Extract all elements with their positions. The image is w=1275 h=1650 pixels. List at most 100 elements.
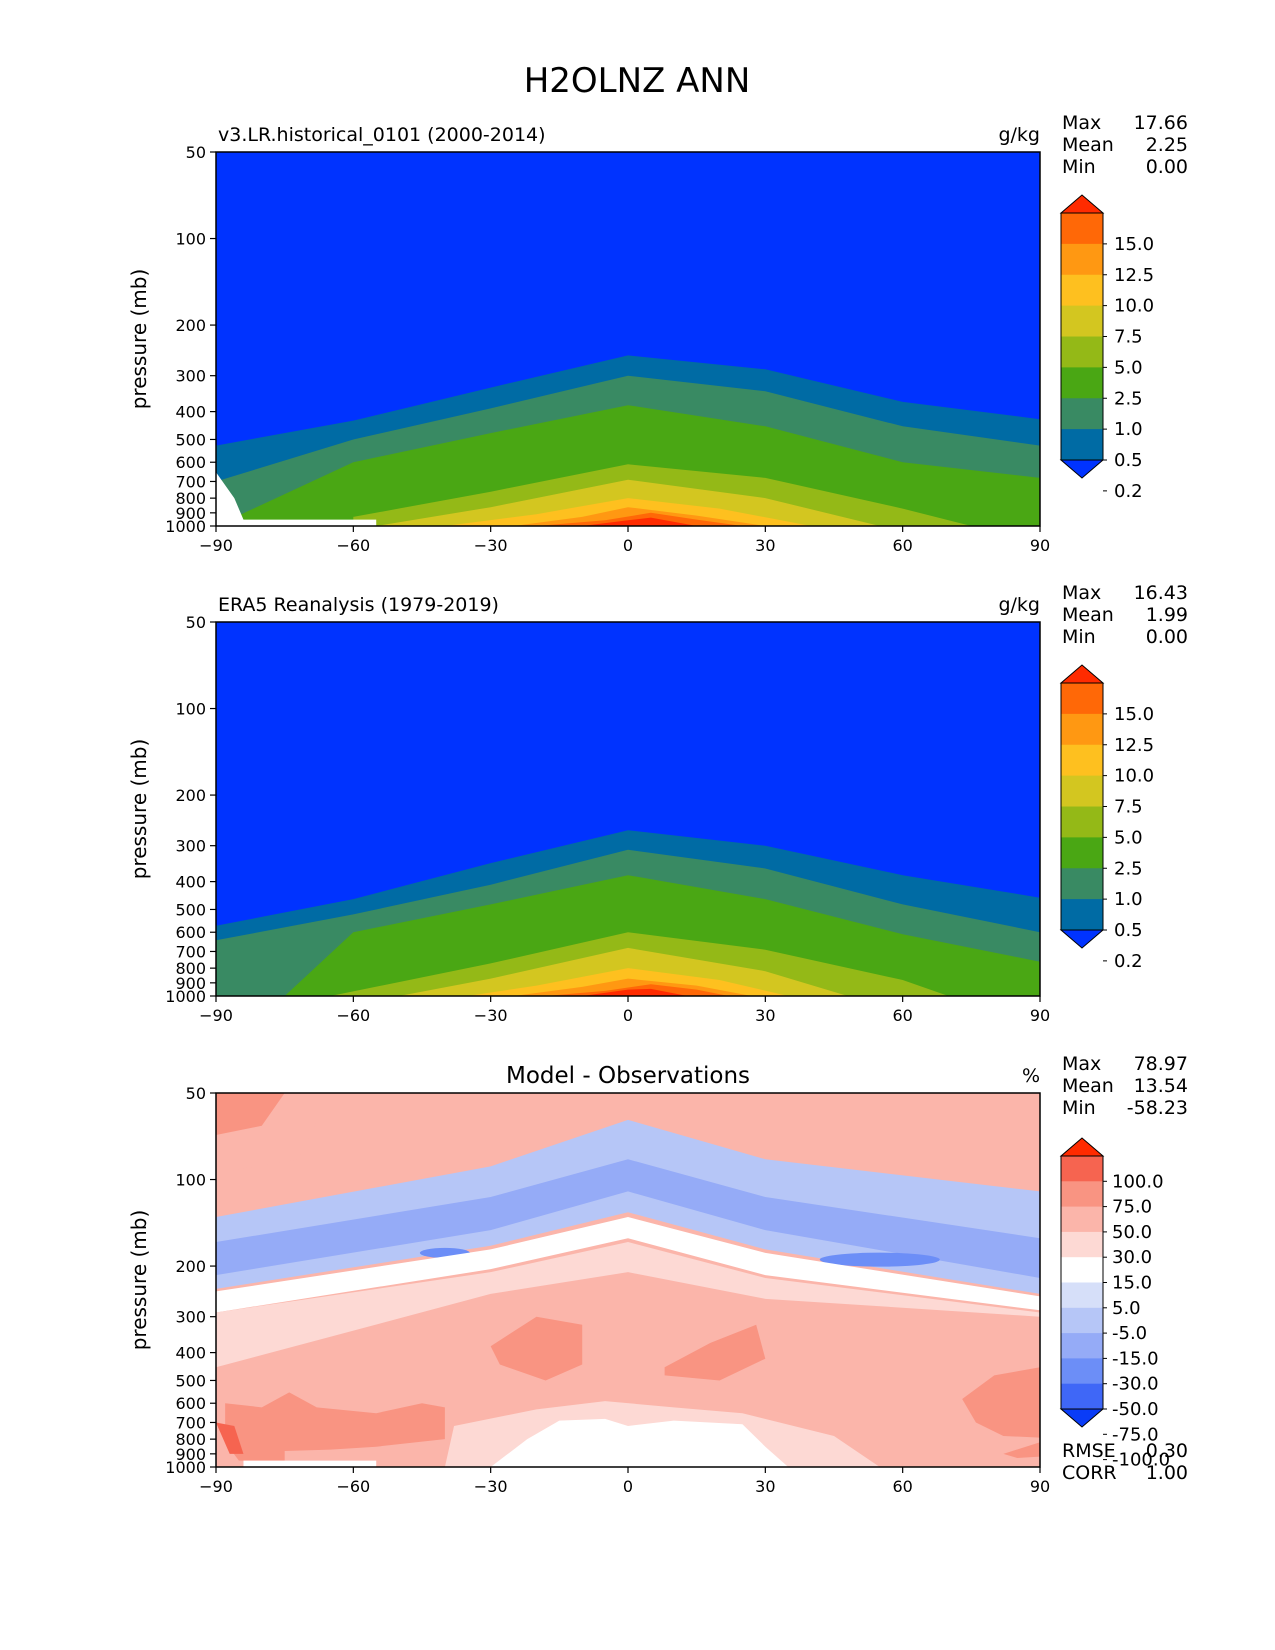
y-tick-label: 100 (175, 230, 206, 249)
y-axis-label: pressure (mb) (127, 1210, 151, 1351)
stat-label: Min (1062, 1097, 1096, 1119)
colorbar-segment (1061, 806, 1103, 838)
colorbar-label: 10.0 (1114, 296, 1154, 317)
contour-fill-15.0 (582, 988, 688, 996)
y-tick-label: 600 (175, 923, 206, 942)
contour-fill-1.0 (284, 875, 1040, 996)
colorbar-label: 1.0 (1114, 419, 1143, 440)
colorbar-label: 10.0 (1114, 766, 1154, 787)
contour-fill-15.0 (582, 517, 697, 526)
colorbar-segment (1061, 1282, 1103, 1309)
x-tick-label: 90 (1030, 1006, 1050, 1025)
y-tick-label: 100 (175, 700, 206, 719)
colorbar-segment (1061, 1156, 1103, 1182)
stat-value: -58.23 (1127, 1097, 1188, 1119)
x-tick-label: 0 (623, 1477, 633, 1496)
colorbar-label: 1.0 (1114, 889, 1143, 910)
colorbar-label: 5.0 (1112, 1298, 1141, 1319)
diff-band-zero (216, 1217, 1040, 1313)
x-tick-label: −60 (336, 536, 370, 555)
colorbar-segment (1061, 744, 1103, 777)
x-tick-label: 30 (755, 1477, 775, 1496)
x-tick-label: 0 (623, 1006, 633, 1025)
plot-area (216, 1093, 1040, 1467)
y-tick-label: 100 (175, 1171, 206, 1190)
colorbar-segment (1061, 1231, 1103, 1258)
y-tick-label: 300 (175, 367, 206, 386)
plot-area (216, 622, 1040, 996)
colorbar-label: 15.0 (1112, 1273, 1152, 1294)
y-tick-label: 800 (175, 1430, 206, 1449)
colorbar-label: 0.5 (1114, 920, 1143, 941)
colorbar-label: 7.5 (1114, 797, 1143, 818)
colorbar-segment (1061, 274, 1103, 307)
x-tick-label: 90 (1030, 536, 1050, 555)
x-tick-label: 30 (755, 1006, 775, 1025)
colorbar-label: 15.0 (1114, 704, 1154, 725)
stat-label: Min (1062, 156, 1096, 178)
colorbar-segment (1061, 1206, 1103, 1233)
stat-label: Mean (1062, 1075, 1114, 1097)
x-tick-label: −90 (199, 1477, 233, 1496)
colorbar-label: -15.0 (1112, 1348, 1159, 1369)
colorbar-label: 75.0 (1112, 1197, 1152, 1218)
colorbar-label: 2.5 (1114, 388, 1143, 409)
chart-panel-2: ERA5 Reanalysis (1979-2019) g/kg pressure … (127, 582, 1188, 1025)
colorbar-segment (1061, 775, 1103, 807)
colorbar-segment (1061, 243, 1103, 276)
colorbar-label: -100.0 (1112, 1450, 1170, 1471)
y-tick-label: 1000 (165, 987, 206, 1006)
y-axis-label: pressure (mb) (127, 269, 151, 410)
x-tick-label: 60 (892, 1477, 912, 1496)
y-tick-label: 400 (175, 1344, 206, 1363)
colorbar-segment (1061, 398, 1103, 430)
chart-panel-3: Model - Observations % pressure (mb) 50 100 2… (127, 1053, 1188, 1496)
diff-lower-south-strong (216, 1422, 244, 1454)
stat-label: Max (1062, 1053, 1101, 1075)
diff-lower-north-2 (1003, 1442, 1040, 1458)
diff-band-pos5 (216, 1242, 1040, 1368)
y-tick-label: 50 (186, 613, 206, 632)
x-tick-label: −30 (474, 536, 508, 555)
colorbar-label: 0.5 (1114, 450, 1143, 471)
colorbar-label: 0.2 (1114, 481, 1143, 502)
y-tick-label: 50 (186, 143, 206, 162)
stat-value: 17.66 (1134, 112, 1188, 134)
chart-units: % (1022, 1065, 1040, 1087)
colorbar-label: 30.0 (1112, 1247, 1152, 1268)
colorbar-label: -50.0 (1112, 1399, 1159, 1420)
stat-value: 2.25 (1146, 134, 1188, 156)
y-tick-label: 900 (175, 1445, 206, 1464)
chart-subtitle: ERA5 Reanalysis (1979-2019) (218, 594, 499, 616)
colorbar-segment (1061, 1383, 1103, 1410)
stat-value: 16.43 (1134, 582, 1188, 604)
chart-panel-1: v3.LR.historical_0101 (2000-2014) g/kg pre… (127, 112, 1188, 555)
stat-value: 78.97 (1134, 1053, 1188, 1075)
y-tick-label: 500 (175, 430, 206, 449)
y-tick-label: 50 (186, 1084, 206, 1103)
colorbar: 15.0 12.5 10.0 7.5 5.0 2.5 1.0 0.5 0.2 (1059, 664, 1154, 972)
colorbar: 100.0 75.0 50.0 30.0 15.0 5.0 -5.0 -15.0 -30.0 -5… (1059, 1137, 1170, 1471)
colorbar-label: -75.0 (1112, 1424, 1159, 1445)
y-tick-label: 200 (175, 316, 206, 335)
colorbar-segment (1061, 1181, 1103, 1208)
y-tick-label: 400 (175, 873, 206, 892)
x-tick-label: −60 (336, 1477, 370, 1496)
x-tick-label: 30 (755, 536, 775, 555)
colorbar-segment (1061, 868, 1103, 900)
colorbar-segment (1061, 213, 1103, 245)
y-tick-label: 300 (175, 837, 206, 856)
x-tick-label: −60 (336, 1006, 370, 1025)
stat-label: RMSE (1062, 1440, 1116, 1462)
stat-label: Min (1062, 626, 1096, 648)
stat-label: Max (1062, 582, 1101, 604)
y-tick-label: 700 (175, 942, 206, 961)
colorbar-label: 15.0 (1114, 234, 1154, 255)
colorbar-segment (1061, 713, 1103, 746)
missing-data-region (216, 472, 377, 526)
y-tick-label: 700 (175, 472, 206, 491)
diff-blob-south-top2 (216, 1093, 285, 1136)
chart-units: g/kg (998, 124, 1040, 146)
y-tick-label: 600 (175, 1394, 206, 1413)
